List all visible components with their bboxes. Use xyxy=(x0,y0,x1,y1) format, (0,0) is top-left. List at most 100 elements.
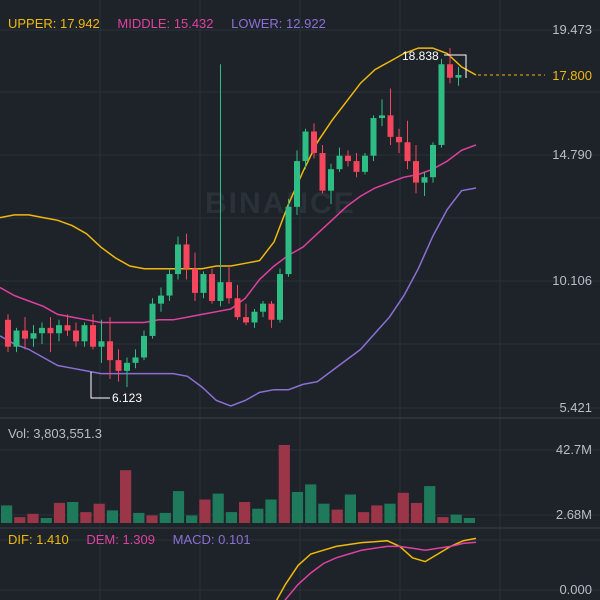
candle xyxy=(345,150,351,167)
candle-body xyxy=(13,330,20,347)
candle-body xyxy=(107,341,113,361)
candle xyxy=(379,99,385,127)
candle-body xyxy=(124,362,130,371)
candle xyxy=(421,171,428,197)
candle xyxy=(430,142,436,183)
candle-body xyxy=(430,144,436,178)
candle xyxy=(115,349,122,382)
dem-legend: DEM: 1.309 xyxy=(86,532,155,547)
candle-body xyxy=(251,311,258,323)
volume-bar xyxy=(331,509,343,523)
volume-tick-label: 2.68M xyxy=(556,507,592,522)
candle-body xyxy=(404,142,411,162)
candle-body xyxy=(22,330,28,339)
candle-body xyxy=(183,244,190,269)
high-label: 18.838 xyxy=(402,49,439,63)
candle xyxy=(209,268,215,304)
volume-bar xyxy=(27,513,39,523)
candle-body xyxy=(362,155,368,172)
candle-body xyxy=(81,325,88,342)
candle-body xyxy=(285,206,292,275)
macd-legend: DIF: 1.410 DEM: 1.309 MACD: 0.101 xyxy=(8,532,265,547)
volume-bar xyxy=(67,502,79,523)
candle xyxy=(90,314,96,350)
candle-body xyxy=(268,303,275,320)
candle-body xyxy=(319,153,326,191)
candle xyxy=(370,115,377,162)
candle xyxy=(132,349,139,369)
candle xyxy=(328,163,334,205)
volume-bar xyxy=(40,518,52,523)
candle xyxy=(166,268,173,301)
candle xyxy=(30,325,37,347)
price-tick-label: 19.473 xyxy=(552,22,592,37)
candle-body xyxy=(234,298,241,318)
candle xyxy=(302,128,309,170)
candle-body xyxy=(438,64,445,145)
candle xyxy=(200,271,207,299)
volume-bar xyxy=(80,512,92,523)
volume-bar xyxy=(424,486,436,523)
candle-body xyxy=(90,325,96,347)
candle xyxy=(73,322,79,347)
candle xyxy=(226,265,232,304)
candle-body xyxy=(166,274,173,296)
candle xyxy=(107,317,113,379)
volume-bar xyxy=(265,499,277,523)
volume-bar xyxy=(318,503,330,523)
volume-bar xyxy=(172,491,185,523)
dif-legend: DIF: 1.410 xyxy=(8,532,69,547)
bollinger-bands xyxy=(0,47,477,407)
candle xyxy=(234,284,241,320)
candle xyxy=(64,314,71,336)
candle-body xyxy=(98,341,105,347)
volume-bar xyxy=(344,494,356,523)
candle xyxy=(447,48,453,84)
lower-legend: LOWER: 12.922 xyxy=(231,16,326,31)
volume-bar xyxy=(358,512,370,523)
volume-bar xyxy=(106,510,118,523)
candle xyxy=(243,303,249,326)
volume-bar xyxy=(133,512,145,523)
candle xyxy=(124,357,130,388)
candle-body xyxy=(175,244,181,275)
price-tick-label: 5.421 xyxy=(559,400,592,415)
candle xyxy=(217,64,224,307)
volume-bar xyxy=(212,493,224,523)
volume-tick-label: 42.7M xyxy=(556,442,592,457)
candle-body xyxy=(73,330,79,342)
middle-legend: MIDDLE: 15.432 xyxy=(117,16,214,31)
candle xyxy=(260,300,266,318)
volume-bars: 42.7M 2.68M xyxy=(1,442,592,523)
candle-body xyxy=(30,333,37,339)
candle-body xyxy=(200,274,207,293)
annotations: 18.838 6.123 xyxy=(90,49,467,405)
macd-value-legend: MACD: 0.101 xyxy=(172,532,251,547)
volume-bar xyxy=(450,514,462,523)
vol-legend: Vol: 3,803,551.3 xyxy=(8,426,102,441)
candle-body xyxy=(132,357,139,363)
volume-bar xyxy=(93,503,105,523)
volume-legend: Vol: 3,803,551.3 xyxy=(8,426,116,441)
volume-bar xyxy=(53,502,66,523)
candle-body xyxy=(56,325,62,334)
volume-bar xyxy=(1,505,13,523)
candle-body xyxy=(5,319,11,347)
candle xyxy=(141,330,147,361)
macd-dif-line xyxy=(275,537,477,600)
candle xyxy=(413,144,419,194)
candle-body xyxy=(64,325,71,331)
candle xyxy=(311,123,317,159)
candle xyxy=(353,153,360,178)
band-lower xyxy=(0,187,477,407)
volume-bar xyxy=(305,484,317,523)
candle xyxy=(22,317,28,350)
macd-lines: 0.000 xyxy=(275,537,592,600)
volume-bar xyxy=(371,505,383,523)
candle xyxy=(81,322,88,347)
candle-body xyxy=(447,64,453,78)
volume-bar xyxy=(437,517,449,523)
candle xyxy=(268,300,275,328)
candle-body xyxy=(396,136,402,143)
